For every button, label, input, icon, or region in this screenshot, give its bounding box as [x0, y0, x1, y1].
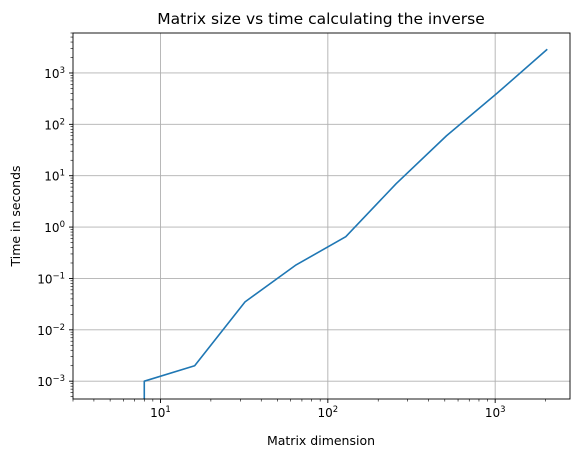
grid — [73, 33, 570, 399]
plot-frame — [72, 32, 571, 400]
y-tick-label: 103 — [44, 66, 65, 81]
y-tick-label: 10−2 — [37, 323, 65, 338]
x-tick-label: 101 — [150, 405, 171, 420]
x-tick-label: 103 — [485, 405, 506, 420]
y-tick-label: 100 — [44, 220, 65, 235]
x-tick-label: 102 — [317, 405, 338, 420]
series-line — [143, 48, 548, 399]
x-axis-label: Matrix dimension — [267, 433, 375, 448]
chart-title: Matrix size vs time calculating the inve… — [157, 10, 484, 28]
series-layer — [143, 48, 548, 399]
y-tick-label: 102 — [44, 117, 65, 132]
y-tick-label: 10−1 — [37, 271, 65, 286]
ticks — [69, 32, 546, 403]
tick-labels: 101 102 103 10−3 10−2 10−1 100 101 102 103 — [37, 66, 505, 420]
y-axis-label: Time in seconds — [8, 165, 23, 267]
y-tick-label: 10−3 — [37, 374, 65, 389]
y-tick-label: 101 — [44, 169, 65, 184]
